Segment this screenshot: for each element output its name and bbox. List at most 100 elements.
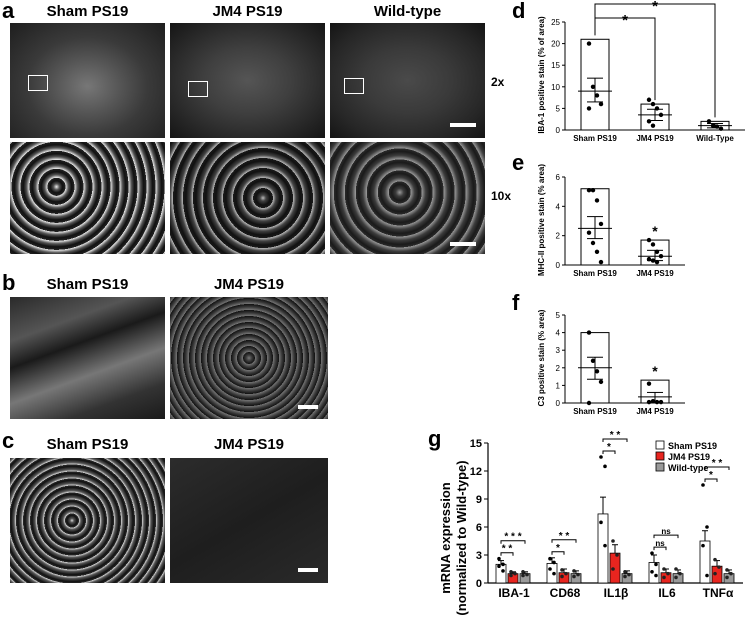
f-ytick-label: 3 [556,346,561,355]
g-data-point [623,574,627,579]
g-data-point [729,571,733,576]
f-data-point [594,369,600,374]
d-data-point [650,101,656,107]
a-col-title-wt: Wild-type [373,3,442,20]
g-legend-label: JM4 PS19 [668,452,710,462]
g-bar [597,513,609,584]
g-data-point [564,571,568,576]
d-significance-star: * [652,0,658,15]
g-significance-label: ns [655,539,665,548]
g-significance-label: * [709,470,713,481]
g-significance-bracket [551,551,565,555]
e-data-point [654,259,660,265]
g-legend-label: Sham PS19 [668,441,717,451]
g-significance-bracket [653,534,679,539]
g-significance-bracket [500,540,526,544]
e-data-point [598,259,604,265]
d-ylabel: IBA-1 positive stain (% of area) [537,16,546,134]
e-data-point [594,249,600,254]
a-col-title-sham: Sham PS19 [46,3,129,20]
d-data-point [714,124,720,129]
d-ytick-label: 5 [556,104,561,113]
g-significance-label: * * [502,544,513,555]
e-data-point [586,230,592,235]
g-ytick-label: 0 [476,578,482,590]
micrograph-b-jm4 [170,297,328,419]
d-ytick-label: 20 [551,40,560,49]
g-data-point [650,551,654,555]
e-significance-star: * [652,223,658,239]
g-bar [507,573,519,584]
g-xtick-label: IBA-1 [498,586,530,600]
g-significance-label: * * [559,531,570,542]
e-ytick-label: 4 [556,202,561,211]
g-data-point [654,562,658,567]
g-data-point [521,573,525,578]
g-data-point [650,570,654,574]
g-data-point [662,575,666,580]
panel-label-a: a [2,0,15,23]
e-ytick-label: 0 [556,261,561,270]
g-bar [723,573,735,584]
f-data-point [586,400,592,406]
g-data-point [674,575,678,580]
g-data-point [548,556,552,561]
g-legend-swatch [655,462,665,472]
chart-d: IBA-1 positive stain (% of area) 0 5 10 15 2… [537,0,745,143]
g-legend-label: Wild-type [668,463,708,473]
panel-label-f: f [512,290,520,315]
g-data-point [509,570,513,574]
g-data-point [552,571,556,576]
b-col-title-sham: Sham PS19 [46,276,129,293]
micrograph-c-jm4 [170,458,328,583]
f-data-point [658,399,664,405]
g-significance-label: * * * [504,532,521,543]
f-data-point [598,379,604,385]
f-ytick-label: 4 [556,329,561,338]
micrograph-a-sham-10x [10,142,165,254]
micrograph-a-jm4-2x [170,23,325,138]
c-col-title-sham: Sham PS19 [46,436,129,453]
e-data-point [594,198,600,203]
g-data-point [560,574,564,579]
f-xtick-label: JM4 PS19 [636,407,674,416]
d-ytick-label: 15 [551,61,560,70]
d-data-point [718,126,724,131]
d-ytick-label: 10 [551,83,560,92]
f-data-point [646,399,652,405]
e-data-point [650,242,656,247]
d-data-point [658,112,664,118]
panel-label-b: b [2,270,16,295]
a-mag-2x: 2x [491,75,505,89]
d-ytick-label: 25 [551,18,560,27]
g-bar [699,540,711,584]
g-data-point [627,572,631,577]
g-data-point [678,571,682,576]
chart-g: mRNA expression (normalized to Wild-type… [438,430,743,616]
d-data-point [586,41,592,46]
e-data-point [658,254,664,259]
micrograph-c-sham [10,458,165,583]
e-data-point [654,249,660,254]
g-significance-label: ns [661,527,671,536]
panel-label-d: d [512,0,526,23]
f-ytick-label: 0 [556,399,561,408]
d-xtick-label: JM4 PS19 [636,134,674,143]
g-data-point [654,573,658,578]
g-bar [519,573,531,584]
g-data-point [509,573,513,578]
f-ytick-label: 2 [556,364,561,373]
g-data-point [666,571,670,576]
micrograph-b-sham [10,297,165,419]
g-data-point [713,557,717,562]
g-data-point [615,553,619,557]
g-data-point [603,464,607,469]
d-significance-star: * [622,12,628,29]
g-data-point [623,570,627,574]
g-ytick-label: 6 [476,522,482,534]
f-xtick-label: Sham PS19 [573,407,617,416]
g-data-point [701,483,705,487]
g-ytick-label: 15 [470,438,482,450]
d-data-point [598,101,604,107]
g-xtick-label: IL1β [604,586,629,600]
